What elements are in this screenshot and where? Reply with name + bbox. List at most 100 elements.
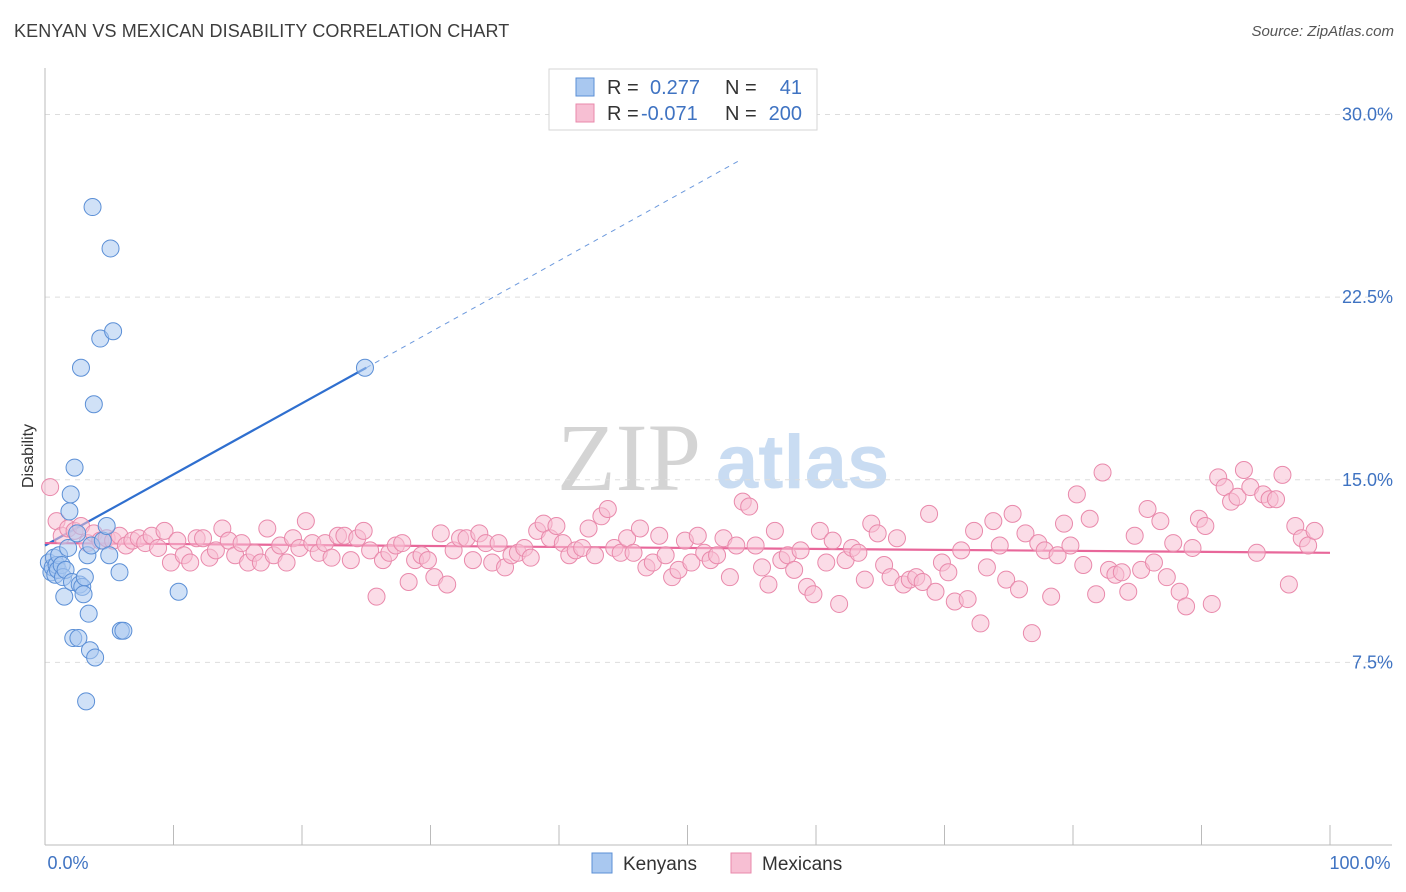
- data-point-mexicans: [1196, 517, 1215, 536]
- data-point-mexicans: [399, 573, 418, 592]
- x-tick-label-max: 100.0%: [1329, 853, 1390, 873]
- data-point-mexicans: [1022, 624, 1041, 643]
- data-point-mexicans: [1151, 512, 1170, 531]
- data-point-mexicans: [181, 553, 200, 572]
- y-tick-label: 15.0%: [1342, 470, 1393, 490]
- data-point-mexicans: [598, 499, 617, 518]
- data-point-mexicans: [1080, 509, 1099, 528]
- data-point-kenyans: [110, 563, 129, 582]
- data-point-kenyans: [68, 524, 87, 543]
- bottom-legend-swatch-mexicans: [730, 852, 752, 874]
- data-point-mexicans: [952, 541, 971, 560]
- data-point-mexicans: [1164, 534, 1183, 553]
- data-point-mexicans: [1183, 538, 1202, 557]
- data-point-mexicans: [1016, 524, 1035, 543]
- data-point-mexicans: [926, 582, 945, 601]
- legend-r-value-kenyans: 0.277: [650, 77, 700, 99]
- data-point-kenyans: [101, 239, 120, 258]
- data-point-mexicans: [958, 590, 977, 609]
- data-point-mexicans: [971, 614, 990, 633]
- axes: [44, 68, 1392, 846]
- data-point-kenyans: [169, 582, 188, 601]
- data-point-mexicans: [1087, 585, 1106, 604]
- data-point-kenyans: [69, 629, 88, 648]
- data-point-mexicans: [521, 548, 540, 567]
- data-point-mexicans: [438, 575, 457, 594]
- data-point-mexicans: [1234, 461, 1253, 480]
- legend-swatch-mexicans: [575, 103, 595, 123]
- y-tick-labels: 7.5% 15.0% 22.5% 30.0%: [1342, 105, 1393, 673]
- y-tick-label: 30.0%: [1342, 105, 1393, 125]
- bottom-legend-label-kenyans: Kenyans: [623, 854, 697, 875]
- data-point-mexicans: [630, 519, 649, 538]
- data-point-mexicans: [785, 560, 804, 579]
- data-point-kenyans: [65, 458, 84, 477]
- bottom-legend-label-mexicans: Mexicans: [762, 854, 842, 875]
- data-point-mexicans: [149, 538, 168, 557]
- data-point-mexicans: [682, 553, 701, 572]
- data-point-mexicans: [823, 531, 842, 550]
- data-point-mexicans: [361, 541, 380, 560]
- data-point-mexicans: [746, 536, 765, 555]
- data-point-mexicans: [990, 536, 1009, 555]
- data-point-mexicans: [1067, 485, 1086, 504]
- data-point-mexicans: [1048, 546, 1067, 565]
- watermark: ZIP atlas: [557, 404, 889, 511]
- data-point-mexicans: [1247, 543, 1266, 562]
- legend-r-label-mexicans: R =: [607, 103, 639, 125]
- data-point-mexicans: [1112, 563, 1131, 582]
- legend-n-value-mexicans: 200: [769, 103, 802, 125]
- data-point-mexicans: [1273, 465, 1292, 484]
- legend-swatch-kenyans: [575, 77, 595, 97]
- data-point-kenyans: [114, 621, 133, 640]
- legend-n-label-mexicans: N =: [725, 103, 757, 125]
- data-point-mexicans: [830, 594, 849, 613]
- data-point-mexicans: [1138, 499, 1157, 518]
- data-point-kenyans: [74, 585, 93, 604]
- y-tick-label: 22.5%: [1342, 287, 1393, 307]
- data-point-kenyans: [60, 502, 79, 521]
- data-point-mexicans: [720, 568, 739, 587]
- data-point-mexicans: [1279, 575, 1298, 594]
- data-point-kenyans: [84, 395, 103, 414]
- bottom-legend: Kenyans Mexicans: [591, 852, 842, 875]
- data-point-kenyans: [100, 546, 119, 565]
- data-point-mexicans: [791, 541, 810, 560]
- data-point-mexicans: [1177, 597, 1196, 616]
- data-point-mexicans: [1267, 490, 1286, 509]
- data-point-mexicans: [849, 543, 868, 562]
- data-point-mexicans: [984, 512, 1003, 531]
- data-point-mexicans: [579, 519, 598, 538]
- data-point-mexicans: [977, 558, 996, 577]
- data-point-mexicans: [624, 543, 643, 562]
- watermark-atlas: atlas: [716, 420, 889, 505]
- data-point-mexicans: [765, 521, 784, 540]
- data-point-mexicans: [855, 570, 874, 589]
- data-point-mexicans: [1125, 526, 1144, 545]
- data-point-kenyans: [104, 322, 123, 341]
- data-point-mexicans: [322, 548, 341, 567]
- data-point-kenyans: [59, 538, 78, 557]
- data-point-mexicans: [965, 521, 984, 540]
- data-point-mexicans: [431, 524, 450, 543]
- x-tick-label-min: 0.0%: [47, 853, 88, 873]
- data-point-mexicans: [232, 534, 251, 553]
- series-mexicans: [41, 461, 1324, 643]
- data-point-mexicans: [1202, 594, 1221, 613]
- data-point-mexicans: [418, 551, 437, 570]
- data-point-mexicans: [206, 541, 225, 560]
- data-point-mexicans: [585, 546, 604, 565]
- data-point-mexicans: [753, 558, 772, 577]
- data-point-mexicans: [41, 478, 60, 497]
- trend-line-kenyans: [44, 366, 367, 547]
- data-point-mexicans: [547, 517, 566, 536]
- series-kenyans: [39, 198, 374, 711]
- chart-title: KENYAN VS MEXICAN DISABILITY CORRELATION…: [14, 21, 510, 41]
- data-point-kenyans: [77, 692, 96, 711]
- data-point-mexicans: [1010, 580, 1029, 599]
- data-point-mexicans: [1061, 536, 1080, 555]
- data-point-mexicans: [727, 536, 746, 555]
- data-point-kenyans: [75, 568, 94, 587]
- data-point-kenyans: [355, 358, 374, 377]
